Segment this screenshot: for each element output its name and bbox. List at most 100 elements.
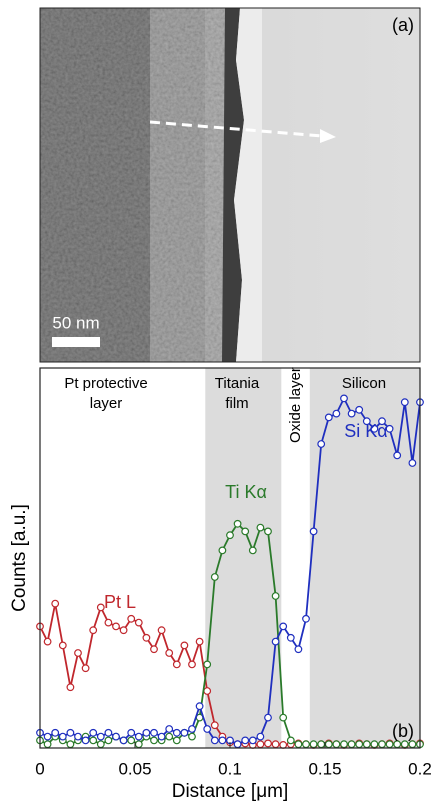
data-point	[89, 626, 98, 635]
data-point	[317, 740, 326, 749]
data-point	[142, 633, 151, 642]
data-point	[89, 736, 98, 745]
frame	[39, 7, 421, 363]
chart: Pt protective layer Titania film Oxide layer…	[9, 367, 432, 802]
region-label: Pt protective	[64, 375, 147, 392]
data-point	[134, 740, 143, 749]
data-point	[104, 728, 113, 737]
data-point	[256, 523, 265, 532]
interface	[222, 8, 244, 362]
data-point	[96, 740, 105, 749]
data-point	[256, 740, 265, 749]
data-point	[104, 618, 113, 627]
data-point	[362, 740, 371, 749]
data-point	[385, 740, 394, 749]
data-point	[233, 519, 242, 528]
series-label: Pt L	[104, 592, 136, 612]
x-tick-label: 0.15	[308, 759, 341, 778]
data-point	[157, 626, 166, 635]
data-point	[203, 687, 212, 695]
data-point	[264, 739, 272, 748]
data-point	[203, 725, 212, 733]
data-point	[172, 660, 181, 669]
data-point	[150, 736, 158, 745]
scale-label: 50 nm	[52, 313, 99, 332]
data-point	[96, 603, 105, 612]
data-point	[188, 732, 196, 741]
oxide-region	[234, 8, 262, 362]
data-point	[134, 618, 143, 627]
data-point	[378, 740, 386, 749]
data-point	[66, 728, 75, 737]
data-point	[408, 740, 417, 749]
data-point	[294, 740, 303, 749]
data-point	[180, 728, 189, 737]
x-tick-label: 0	[35, 759, 44, 778]
data-point	[294, 645, 303, 654]
data-point	[248, 736, 257, 745]
data-point	[241, 736, 250, 745]
data-point	[203, 660, 212, 669]
data-point	[119, 736, 128, 745]
data-point	[324, 740, 333, 749]
data-point	[271, 592, 280, 600]
data-point	[309, 527, 318, 536]
data-point	[264, 713, 272, 722]
data-point	[127, 728, 136, 737]
data-point	[66, 683, 75, 692]
region-label: Titania	[215, 375, 260, 392]
data-point	[81, 664, 90, 673]
data-point	[218, 546, 227, 555]
data-point	[279, 622, 288, 631]
data-point	[309, 740, 318, 749]
data-point	[233, 740, 242, 749]
data-point	[400, 740, 409, 749]
data-point	[58, 641, 67, 650]
data-point	[74, 649, 82, 657]
region-label: layer	[90, 395, 123, 412]
data-point	[112, 622, 120, 631]
region-label: Silicon	[342, 375, 386, 392]
data-point	[195, 702, 204, 711]
data-point	[96, 732, 105, 741]
region-label: film	[225, 395, 248, 412]
data-point	[385, 424, 394, 433]
data-point	[104, 736, 113, 745]
data-point	[127, 736, 136, 745]
data-point	[180, 641, 189, 650]
data-point	[127, 614, 136, 623]
region-shade	[309, 368, 420, 748]
data-point	[210, 721, 219, 730]
data-point	[286, 736, 295, 745]
x-tick-label: 0.05	[118, 759, 151, 778]
data-point	[271, 637, 280, 646]
data-point	[393, 451, 402, 460]
data-point	[248, 546, 257, 555]
data-point	[89, 728, 98, 737]
data-point	[256, 732, 265, 741]
data-point	[66, 740, 75, 749]
arrow-head	[320, 129, 336, 143]
data-point	[370, 740, 379, 749]
data-point	[279, 741, 288, 749]
data-point	[226, 531, 234, 540]
y-axis-label: Counts [a.u.]	[9, 504, 30, 612]
data-point	[317, 440, 326, 448]
data-point	[271, 740, 280, 749]
data-point	[210, 736, 219, 745]
data-point	[188, 660, 196, 669]
data-point	[172, 736, 181, 745]
data-point	[362, 417, 371, 426]
x-axis-label: Distance [μm]	[172, 781, 289, 802]
data-point	[210, 573, 219, 581]
data-point	[165, 732, 174, 741]
data-point	[188, 725, 196, 733]
x-tick-label: 0.1	[218, 759, 242, 778]
series-label: Si Kα	[344, 421, 387, 441]
region-label: Oxide layer	[287, 367, 304, 443]
data-point	[142, 728, 151, 737]
data-point	[58, 732, 67, 741]
data-point	[340, 740, 348, 749]
data-point	[408, 459, 417, 467]
data-point	[150, 645, 158, 654]
